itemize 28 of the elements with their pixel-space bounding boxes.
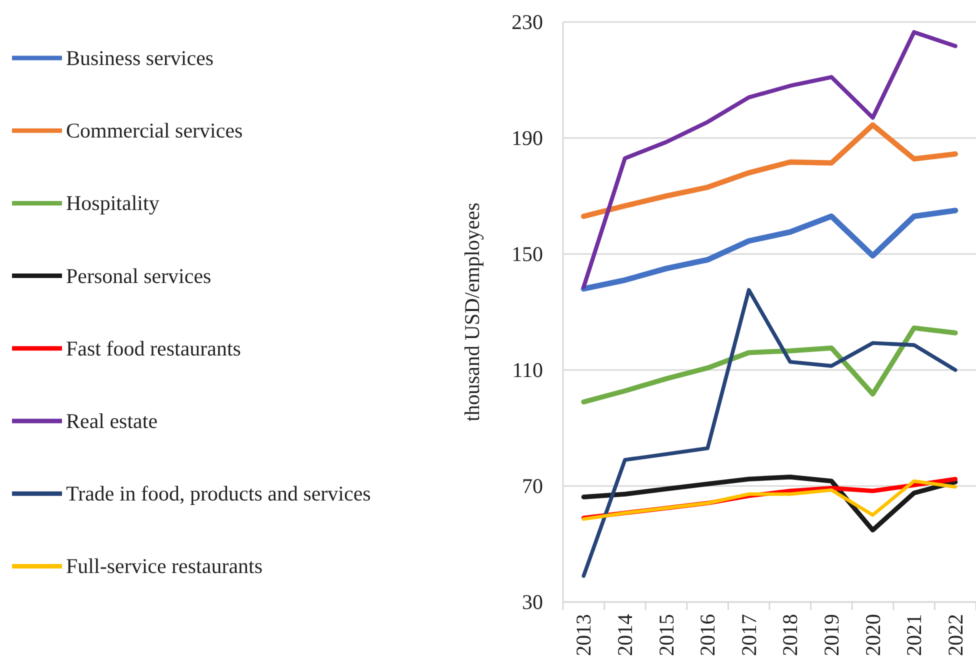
legend-label: Personal services bbox=[66, 264, 212, 288]
line-series bbox=[581, 474, 958, 532]
x-tick-label: 2014 bbox=[612, 614, 637, 656]
legend-label: Full-service restaurants bbox=[66, 554, 263, 578]
y-tick-label: 150 bbox=[512, 242, 543, 266]
legend-label: Real estate bbox=[66, 409, 158, 433]
y-tick-label: 190 bbox=[512, 126, 543, 150]
legend-label: Business services bbox=[66, 46, 214, 70]
x-tick-label: 2015 bbox=[654, 614, 678, 656]
y-tick-label: 230 bbox=[512, 10, 543, 34]
x-tick-label: 2018 bbox=[778, 614, 802, 656]
x-tick-label: 2020 bbox=[860, 614, 885, 656]
x-tick-label: 2021 bbox=[902, 614, 926, 656]
y-tick-label: 70 bbox=[522, 474, 543, 498]
x-tick-label: 2016 bbox=[696, 614, 720, 656]
y-axis-title: thousand USD/employees bbox=[460, 202, 484, 422]
y-tick-label: 30 bbox=[522, 590, 543, 614]
legend-label: Trade in food, products and services bbox=[66, 482, 371, 506]
line-series bbox=[582, 288, 958, 578]
x-tick-label: 2017 bbox=[736, 614, 761, 656]
y-tick-label: 110 bbox=[512, 358, 543, 382]
x-tick-label: 2013 bbox=[572, 614, 596, 656]
x-tick-label: 2022 bbox=[943, 614, 968, 656]
line-series bbox=[582, 30, 958, 290]
legend-label: Hospitality bbox=[66, 191, 160, 216]
x-tick-label: 2019 bbox=[819, 614, 844, 656]
legend-label: Fast food restaurants bbox=[66, 336, 241, 360]
legend-label: Commercial services bbox=[66, 118, 243, 143]
